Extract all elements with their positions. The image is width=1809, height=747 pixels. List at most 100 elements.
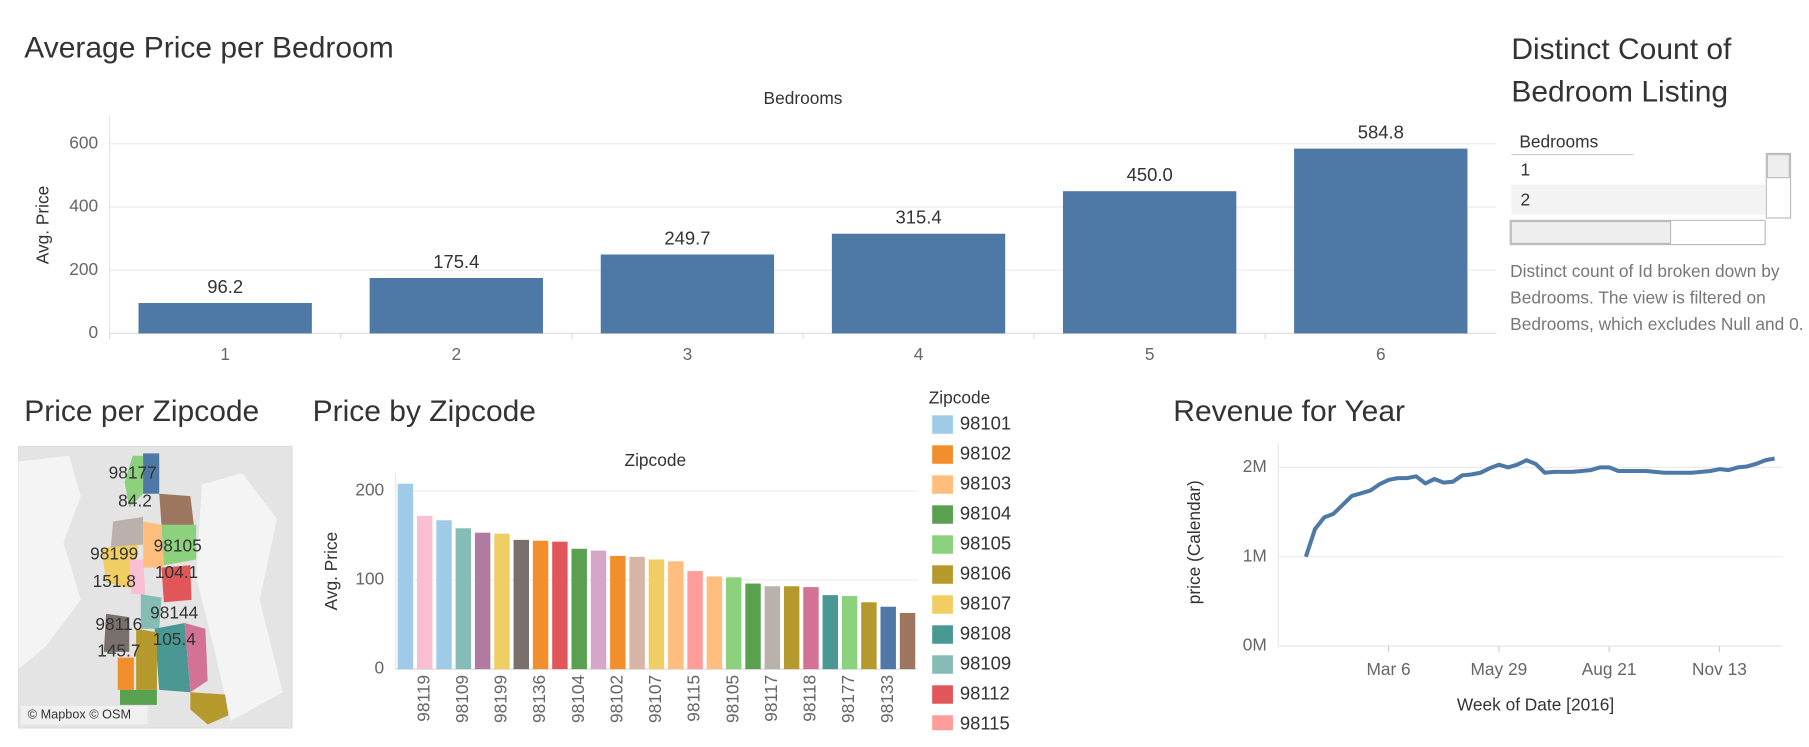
x-axis-title: Bedrooms bbox=[764, 88, 843, 108]
y-tick-label: 400 bbox=[69, 196, 98, 216]
legend-label: 98112 bbox=[960, 682, 1010, 703]
bar bbox=[822, 595, 839, 670]
legend-label: 98115 bbox=[960, 712, 1010, 733]
legend-label: 98103 bbox=[960, 472, 1011, 493]
h-scroll-thumb[interactable] bbox=[1510, 220, 1672, 245]
x-tick-label: 98109 bbox=[452, 675, 472, 723]
y-tick-label: 0 bbox=[88, 322, 98, 342]
bar bbox=[416, 515, 433, 670]
legend-swatch bbox=[932, 535, 953, 554]
legend-swatch bbox=[932, 595, 953, 614]
legend-label: 98104 bbox=[960, 502, 1011, 523]
x-tick-label: Aug 21 bbox=[1582, 659, 1637, 679]
bar bbox=[706, 576, 723, 670]
legend-label: 98107 bbox=[960, 592, 1011, 613]
x-axis-title: Zipcode bbox=[625, 450, 687, 470]
y-axis-title: Avg. Price bbox=[32, 186, 52, 265]
y-tick-label: 1M bbox=[1243, 545, 1267, 565]
x-tick-label: 98119 bbox=[413, 675, 433, 722]
data-label: 584.8 bbox=[1358, 121, 1404, 142]
x-tick-label: 98102 bbox=[606, 675, 626, 723]
y-tick-label: 200 bbox=[69, 259, 98, 279]
map-label: 98199 bbox=[90, 543, 138, 563]
x-tick-label: 98199 bbox=[491, 675, 511, 723]
chart-title: Price by Zipcode bbox=[313, 395, 536, 428]
bar bbox=[610, 555, 626, 670]
legend-label: 98105 bbox=[960, 532, 1011, 553]
panel-title-box: Distinct Count of Bedroom Listing bbox=[1511, 31, 1731, 108]
v-scroll-thumb[interactable] bbox=[1766, 154, 1790, 179]
y-axis-title: Avg. Price bbox=[321, 532, 341, 611]
bar bbox=[369, 277, 543, 334]
bar bbox=[899, 612, 916, 670]
panel-description: Distinct count of Id broken down by Bedr… bbox=[1510, 261, 1804, 335]
map-label: 98144 bbox=[150, 602, 198, 622]
map-attribution[interactable]: © Mapbox © OSM bbox=[28, 708, 131, 722]
map-region bbox=[103, 613, 130, 652]
x-tick-label: 98136 bbox=[529, 675, 549, 723]
map-region bbox=[161, 524, 197, 566]
y-tick-label: 0M bbox=[1243, 635, 1267, 655]
table-header: Bedrooms bbox=[1519, 132, 1598, 152]
x-tick-label: 98104 bbox=[568, 675, 588, 723]
data-label: 249.7 bbox=[664, 227, 710, 248]
map-region bbox=[143, 453, 160, 494]
map-region bbox=[184, 622, 208, 693]
map-region bbox=[159, 493, 194, 525]
map-region bbox=[136, 628, 157, 690]
panel-desc-box: Distinct count of Id broken down by Bedr… bbox=[1510, 261, 1804, 335]
bar bbox=[138, 303, 312, 334]
legend: Zipcode 98101 98102 98103 98104 98105 98106 981… bbox=[929, 388, 1011, 733]
bar bbox=[1062, 191, 1237, 334]
x-tick-label: Mar 6 bbox=[1366, 659, 1410, 679]
y-tick-label: 600 bbox=[69, 132, 98, 152]
legend-swatch bbox=[932, 685, 953, 704]
bar bbox=[783, 586, 800, 670]
bar bbox=[552, 541, 568, 670]
bar bbox=[803, 587, 819, 670]
bar bbox=[648, 559, 665, 670]
legend-swatch bbox=[932, 655, 953, 674]
bar bbox=[629, 556, 645, 670]
map-title: Price per Zipcode bbox=[24, 395, 259, 428]
legend-swatch bbox=[932, 625, 953, 644]
y-tick-label: 100 bbox=[355, 569, 384, 589]
map-region bbox=[190, 692, 229, 725]
legend-label: 98108 bbox=[960, 622, 1011, 643]
map-region bbox=[124, 455, 144, 508]
bar bbox=[764, 586, 781, 670]
x-tick-label: May 29 bbox=[1470, 659, 1527, 679]
legend-swatch bbox=[932, 475, 953, 494]
y-tick-label: 200 bbox=[355, 479, 384, 499]
bar bbox=[668, 561, 684, 670]
x-tick-label: 98133 bbox=[877, 675, 897, 723]
bar bbox=[831, 233, 1006, 334]
data-label: 175.4 bbox=[433, 251, 479, 272]
bar bbox=[880, 606, 896, 670]
bar bbox=[687, 571, 703, 670]
y-axis-title: price (Calendar) bbox=[1184, 480, 1204, 604]
legend-swatch bbox=[932, 445, 953, 464]
map-region bbox=[154, 622, 191, 693]
bar bbox=[397, 483, 414, 670]
bar bbox=[455, 528, 472, 670]
bar bbox=[532, 540, 549, 670]
data-label: 450.0 bbox=[1127, 164, 1173, 185]
map-region bbox=[161, 565, 192, 603]
map-region bbox=[140, 594, 162, 629]
x-axis-title: Week of Date [2016] bbox=[1457, 695, 1614, 715]
bar bbox=[841, 596, 858, 670]
bar bbox=[571, 548, 587, 670]
panel-table: Bedrooms 1 2 bbox=[1509, 132, 1792, 246]
x-tick-label: 4 bbox=[914, 344, 924, 364]
map-region bbox=[120, 689, 157, 705]
bar bbox=[590, 550, 607, 670]
chart-title: Revenue for Year bbox=[1173, 395, 1405, 428]
legend-label: 98109 bbox=[960, 652, 1011, 673]
map-label: 151.8 bbox=[93, 571, 136, 591]
bar bbox=[600, 254, 775, 334]
map: 98177 84.2 98105 98199 104.1 151.8 98144… bbox=[17, 445, 293, 729]
map-region bbox=[117, 657, 134, 690]
x-tick-label: 1 bbox=[220, 344, 230, 364]
